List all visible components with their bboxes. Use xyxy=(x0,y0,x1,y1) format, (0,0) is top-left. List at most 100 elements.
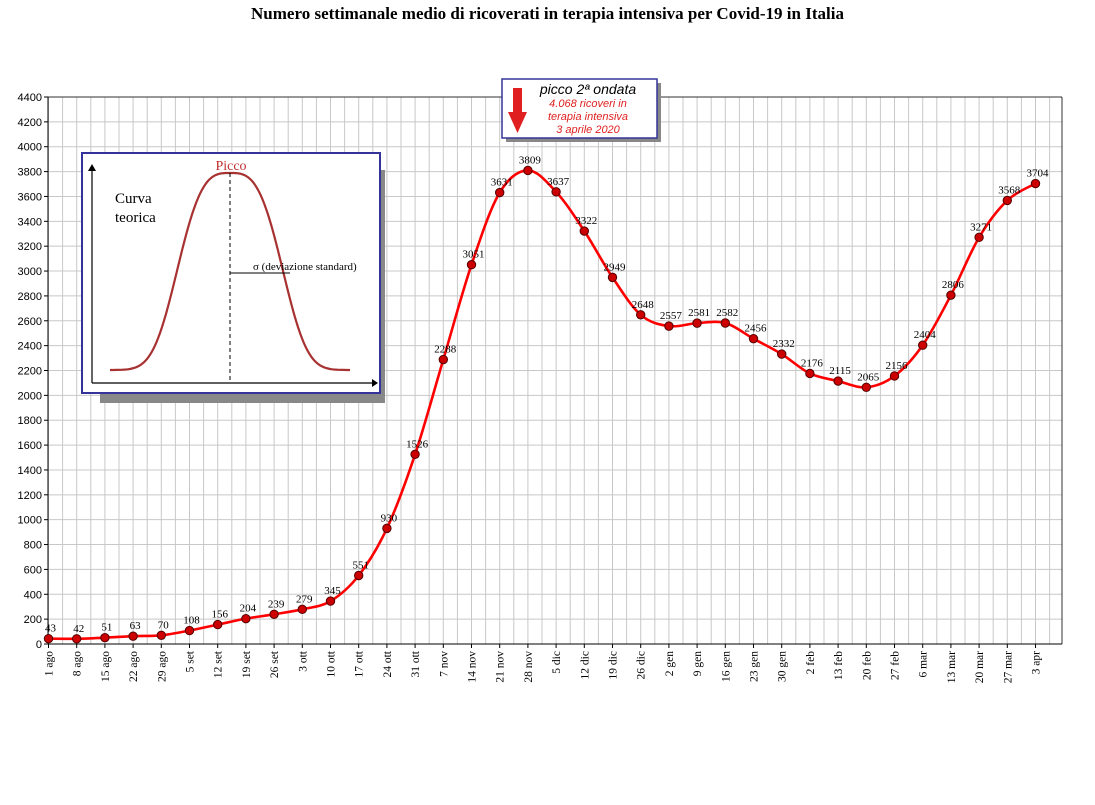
data-label: 2288 xyxy=(434,344,457,356)
data-point xyxy=(579,226,589,236)
data-label: 3051 xyxy=(463,249,485,261)
data-label: 2156 xyxy=(886,360,909,372)
y-tick-label: 2600 xyxy=(18,316,42,328)
y-tick-label: 2800 xyxy=(18,291,42,303)
data-point xyxy=(184,625,195,636)
x-tick-label: 15 ago xyxy=(100,651,112,682)
data-label: 63 xyxy=(130,620,142,632)
data-label: 3809 xyxy=(519,154,542,166)
data-label: 551 xyxy=(352,560,369,572)
annotation-title: picco 2ª ondata xyxy=(539,81,636,97)
x-tick-label: 17 ott xyxy=(354,650,366,677)
theoretical-curve-inset: Picco Curva teorica σ (deviazione standa… xyxy=(81,152,385,403)
x-tick-label: 19 set xyxy=(241,650,253,678)
data-point xyxy=(128,631,138,641)
x-tick-label: 3 apr xyxy=(1031,651,1043,674)
x-tick-label: 30 gen xyxy=(777,651,789,682)
data-label: 2648 xyxy=(632,299,655,311)
annotation-line: terapia intensiva xyxy=(548,111,628,123)
data-point xyxy=(833,376,843,386)
data-point xyxy=(636,310,646,320)
y-tick-label: 1000 xyxy=(18,515,42,527)
data-point xyxy=(269,609,279,619)
data-point xyxy=(410,449,420,459)
x-tick-label: 13 feb xyxy=(833,651,845,680)
down-arrow-icon xyxy=(508,88,527,133)
y-tick-label: 2200 xyxy=(18,366,42,378)
x-tick-label: 20 feb xyxy=(861,651,873,680)
data-label: 51 xyxy=(101,622,112,634)
x-tick-label: 29 ago xyxy=(156,651,168,682)
data-label: 930 xyxy=(381,512,398,524)
x-tick-label: 3 ott xyxy=(297,650,309,672)
x-tick-label: 2 feb xyxy=(805,651,817,675)
y-tick-label: 0 xyxy=(36,639,42,651)
data-point xyxy=(805,368,815,379)
y-tick-label: 4400 xyxy=(18,92,42,104)
data-label: 3271 xyxy=(970,221,992,233)
data-point xyxy=(43,633,54,644)
x-tick-label: 1 ago xyxy=(44,651,56,676)
x-tick-label: 7 nov xyxy=(438,651,450,677)
data-label: 3568 xyxy=(998,184,1021,196)
data-point xyxy=(325,596,336,606)
y-tick-label: 3800 xyxy=(18,167,42,179)
data-point xyxy=(466,260,477,270)
data-point xyxy=(523,165,533,176)
y-tick-labels: 0 200 400 600 800 1000 1200 1400 1600 1800 2000 220… xyxy=(18,92,48,651)
x-tick-label: 28 nov xyxy=(523,651,535,683)
data-point xyxy=(354,570,364,581)
data-point xyxy=(1002,195,1012,206)
data-point xyxy=(72,634,82,644)
data-label: 2806 xyxy=(942,279,965,291)
y-tick-label: 400 xyxy=(24,589,42,601)
inset-peak-label: Picco xyxy=(215,159,246,174)
peak-annotation: picco 2ª ondata 4.068 ricoveri in terapi… xyxy=(501,78,661,142)
data-point xyxy=(748,333,759,344)
annotation-line: 3 aprile 2020 xyxy=(556,124,620,136)
data-label: 2176 xyxy=(801,357,824,369)
annotation-line: 4.068 ricoveri in xyxy=(549,98,627,110)
y-tick-label: 4000 xyxy=(18,142,42,154)
x-tick-label: 27 mar xyxy=(1002,651,1014,683)
x-tick-label: 27 feb xyxy=(890,651,902,680)
x-tick-label: 22 ago xyxy=(128,651,140,682)
data-label: 42 xyxy=(73,623,84,635)
x-tick-label: 20 mar xyxy=(974,651,986,683)
data-label: 3631 xyxy=(491,177,513,189)
y-tick-label: 3000 xyxy=(18,266,42,278)
data-label: 279 xyxy=(296,593,313,605)
data-point xyxy=(382,523,392,534)
x-tick-label: 12 dic xyxy=(579,651,591,679)
data-label: 2456 xyxy=(745,323,768,335)
y-tick-label: 600 xyxy=(24,564,42,576)
x-tick-label: 31 ott xyxy=(410,650,422,677)
data-point xyxy=(918,340,928,350)
x-tick-label: 24 ott xyxy=(382,650,394,677)
data-point xyxy=(213,619,223,630)
data-label: 2557 xyxy=(660,310,683,322)
x-tick-label: 10 ott xyxy=(326,650,338,677)
data-label: 345 xyxy=(324,585,341,597)
x-tick-label: 5 dic xyxy=(551,651,563,674)
y-tick-label: 2400 xyxy=(18,341,42,353)
inset-label: Curva xyxy=(115,191,152,207)
data-label: 3322 xyxy=(575,215,597,227)
y-tick-label: 1800 xyxy=(18,415,42,427)
x-tick-label: 9 gen xyxy=(692,651,704,676)
data-point xyxy=(720,318,730,328)
data-label: 3704 xyxy=(1027,168,1050,180)
data-point xyxy=(156,630,167,640)
data-point xyxy=(438,354,448,365)
y-tick-label: 2000 xyxy=(18,390,42,402)
x-tick-label: 13 mar xyxy=(946,651,958,683)
data-point xyxy=(1030,178,1041,189)
y-tick-label: 3600 xyxy=(18,191,42,203)
data-label: 204 xyxy=(240,603,257,615)
data-label: 2581 xyxy=(688,307,710,319)
data-label: 108 xyxy=(183,615,200,627)
x-tick-label: 26 dic xyxy=(636,651,648,679)
y-tick-label: 1400 xyxy=(18,465,42,477)
data-point xyxy=(100,632,110,643)
